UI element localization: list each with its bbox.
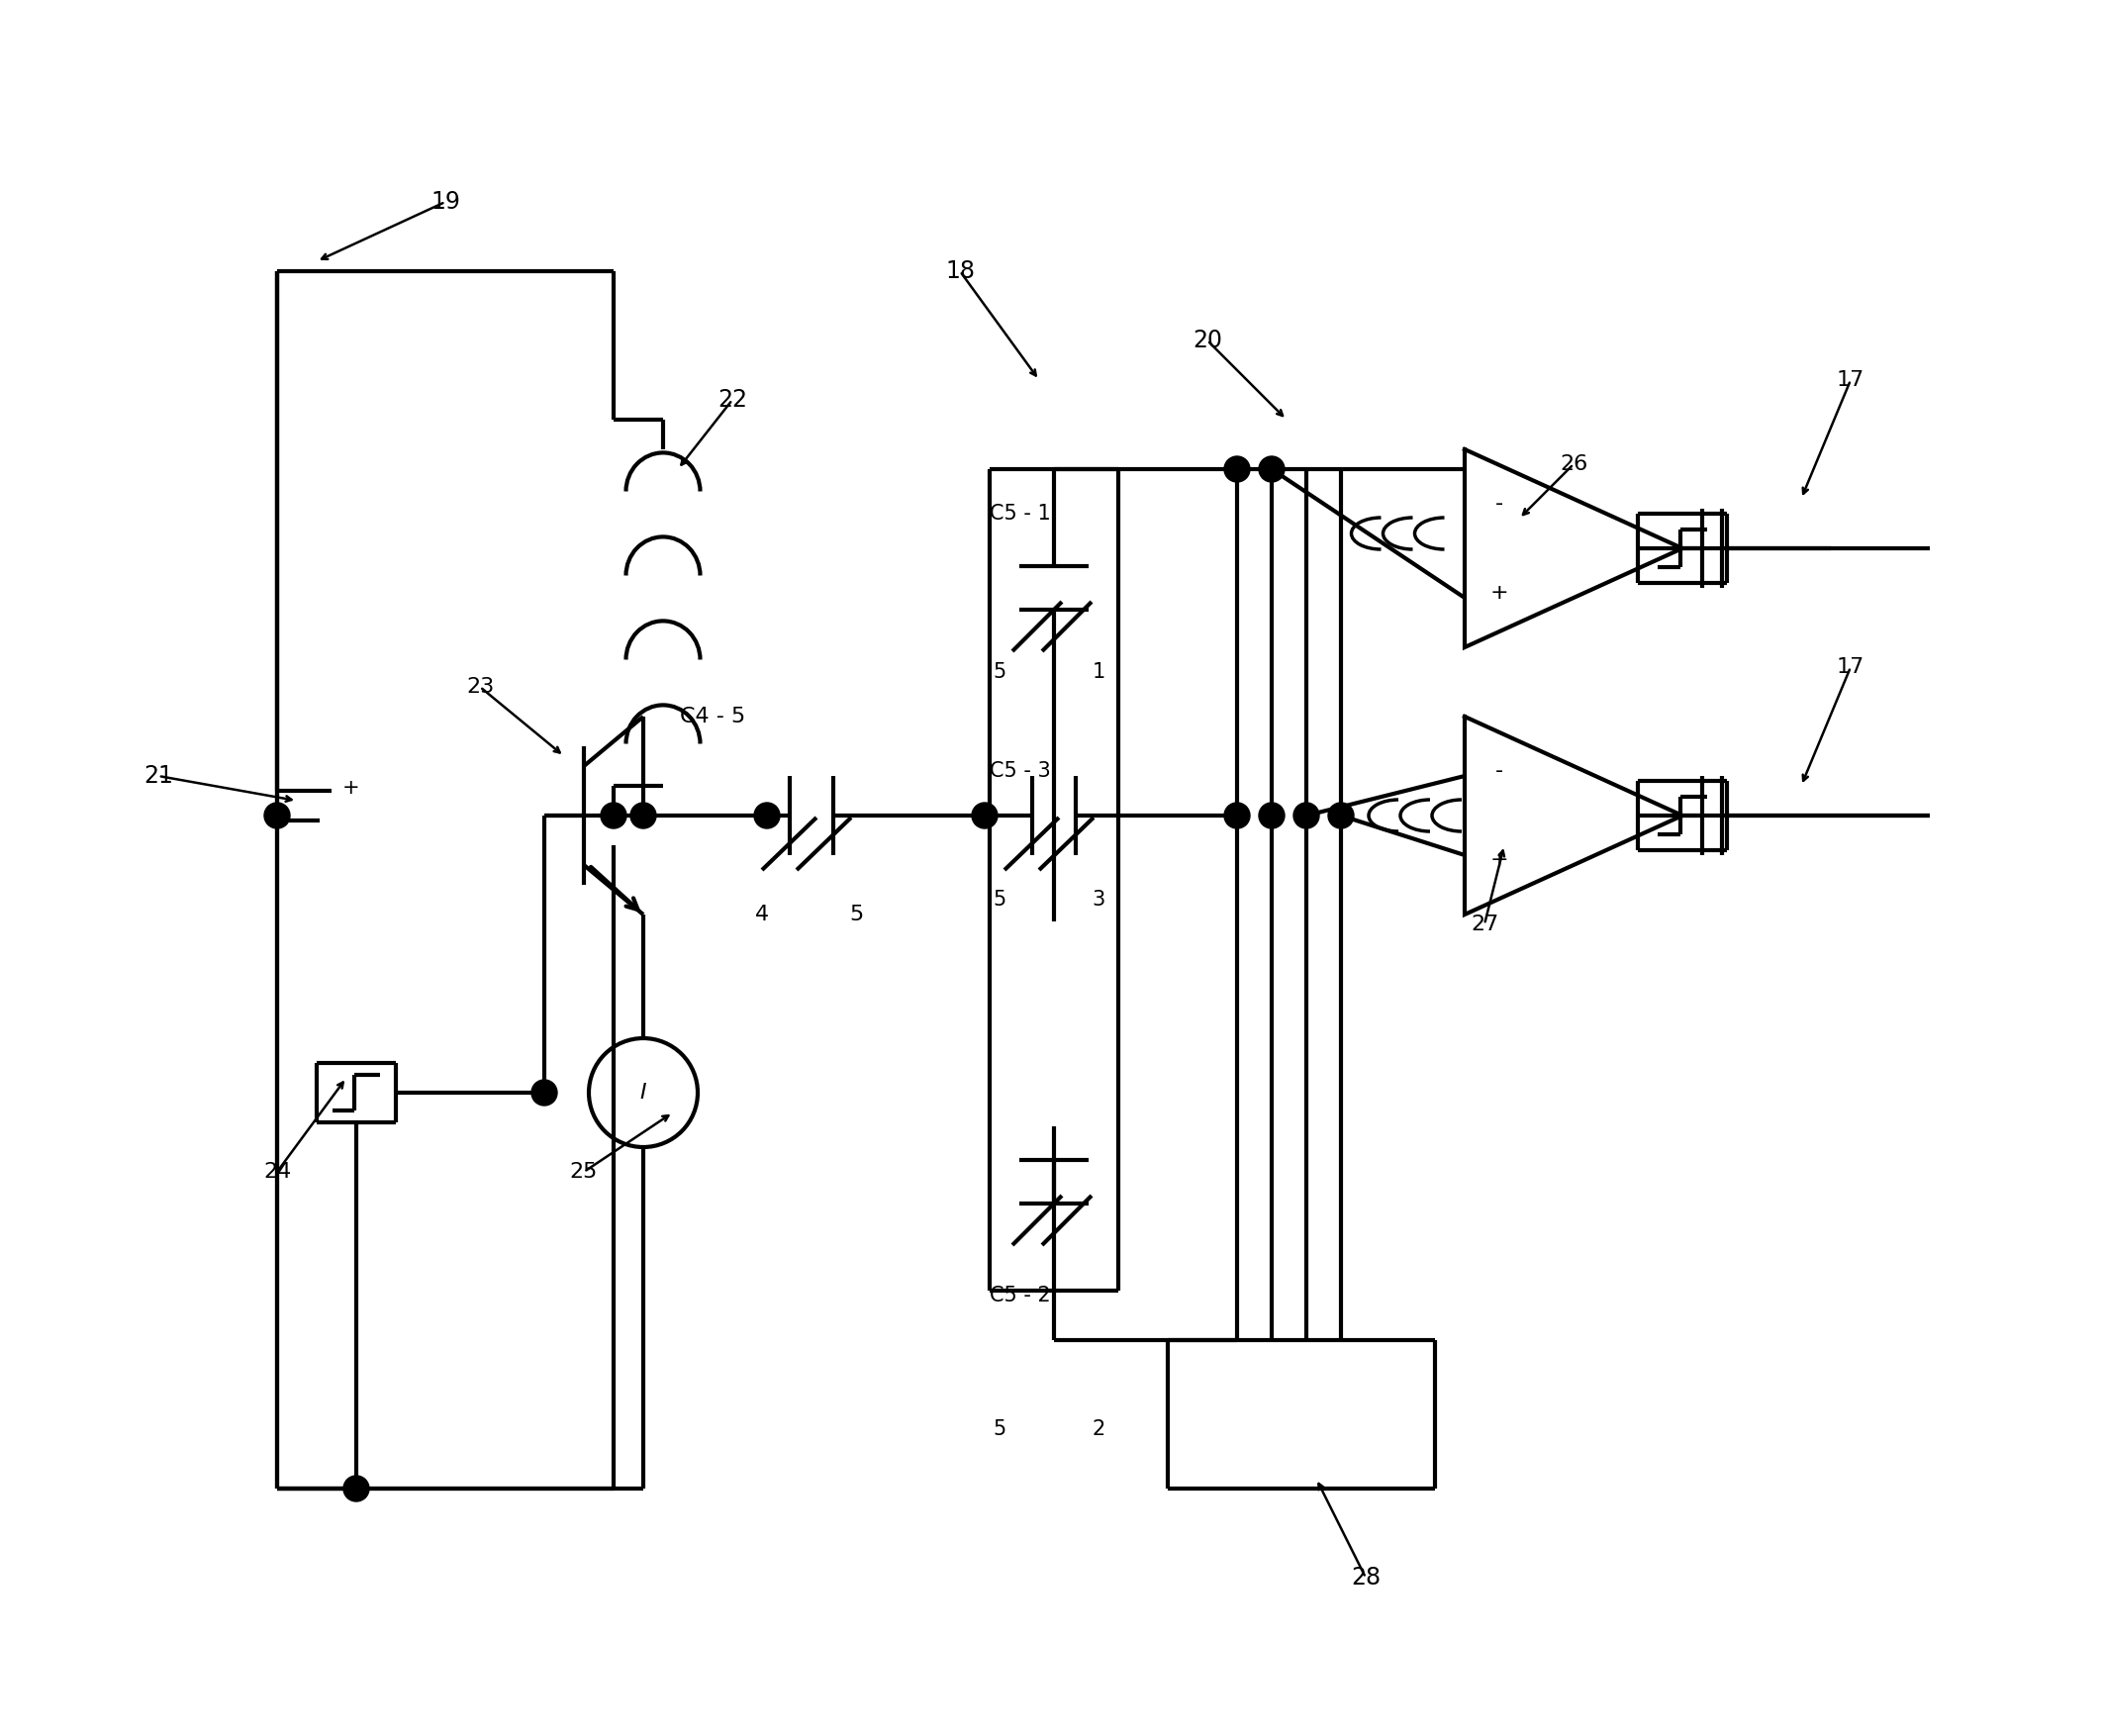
Text: 19: 19	[431, 189, 460, 214]
Circle shape	[1259, 457, 1284, 483]
Text: 20: 20	[1192, 328, 1221, 352]
Text: -: -	[1495, 760, 1503, 781]
Text: 5: 5	[992, 891, 1007, 910]
Text: +: +	[1490, 851, 1509, 870]
Text: 5: 5	[992, 661, 1007, 682]
Text: C5 - 1: C5 - 1	[990, 503, 1051, 524]
Text: 28: 28	[1352, 1566, 1381, 1590]
Text: 25: 25	[570, 1161, 597, 1182]
Text: 18: 18	[946, 259, 975, 283]
Circle shape	[971, 802, 998, 828]
Circle shape	[1328, 802, 1354, 828]
Text: -: -	[1495, 493, 1503, 514]
Text: +: +	[1490, 583, 1509, 602]
Circle shape	[1259, 802, 1284, 828]
Circle shape	[343, 1476, 370, 1502]
Circle shape	[631, 802, 656, 828]
Text: C5 - 3: C5 - 3	[990, 760, 1051, 781]
Circle shape	[532, 1080, 557, 1106]
Circle shape	[755, 802, 780, 828]
Text: 22: 22	[717, 387, 746, 411]
Text: 1: 1	[1091, 661, 1106, 682]
Text: 27: 27	[1471, 915, 1499, 934]
Text: I: I	[639, 1083, 647, 1102]
Text: 5: 5	[992, 1420, 1007, 1439]
Text: 26: 26	[1560, 455, 1587, 474]
Text: C5 - 2: C5 - 2	[990, 1286, 1051, 1305]
Circle shape	[1223, 802, 1251, 828]
Text: 2: 2	[1091, 1420, 1106, 1439]
Text: 4: 4	[755, 904, 769, 924]
Text: 17: 17	[1837, 370, 1864, 391]
Text: 24: 24	[263, 1161, 290, 1182]
Circle shape	[265, 802, 290, 828]
Text: 17: 17	[1837, 658, 1864, 677]
Text: C4 - 5: C4 - 5	[679, 707, 746, 726]
Circle shape	[601, 802, 626, 828]
Text: 21: 21	[143, 764, 172, 788]
Text: +: +	[343, 778, 359, 799]
Circle shape	[1223, 457, 1251, 483]
Text: 3: 3	[1091, 891, 1106, 910]
Text: 5: 5	[849, 904, 864, 924]
Text: 23: 23	[467, 677, 494, 696]
Circle shape	[1293, 802, 1320, 828]
